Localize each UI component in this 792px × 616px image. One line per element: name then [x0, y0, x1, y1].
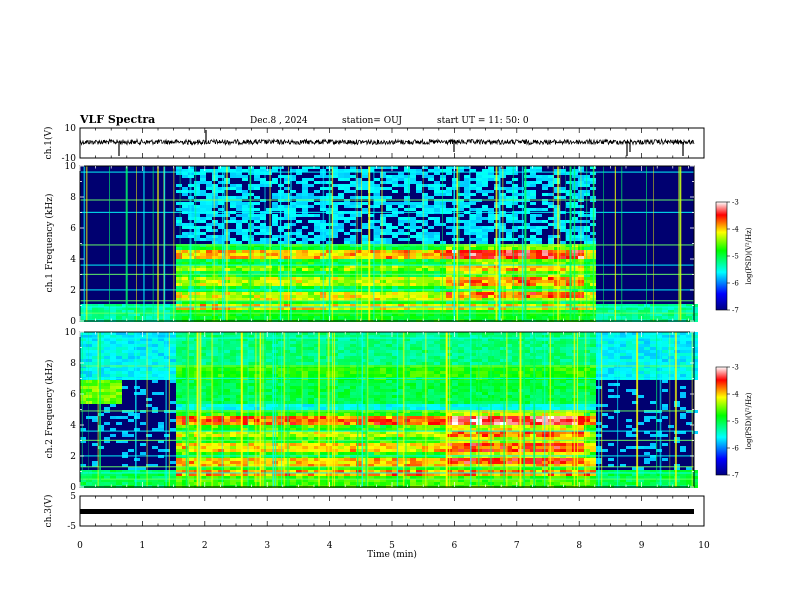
colorbar-tick-label: -3: [732, 364, 739, 372]
frequency-tick-label: 8: [70, 193, 76, 203]
colorbar-tick-label: -5: [732, 253, 739, 261]
ch1-spectrogram-image: [80, 166, 698, 322]
frequency-tick-label: 4: [70, 255, 76, 265]
ch1-waveform-ylabel: ch.1(V): [43, 127, 54, 160]
colorbar-tick-label: -3: [732, 199, 739, 207]
colorbar-tick-label: -7: [732, 472, 739, 480]
time-tick-label: 4: [327, 541, 333, 551]
frequency-tick-label: 6: [70, 390, 76, 400]
frequency-tick-label: 2: [70, 452, 76, 462]
ch3-waveform-ylabel: ch.3(V): [43, 495, 54, 528]
time-tick-label: 3: [264, 541, 270, 551]
ch2-spectrogram-ylabel: ch.2 Frequency (kHz): [44, 360, 55, 459]
frequency-tick-label: 2: [70, 286, 76, 296]
time-tick-label: 9: [639, 541, 645, 551]
ch1-colorbar: [716, 202, 727, 310]
colorbar-tick-label: -4: [732, 391, 739, 399]
ch1-spectrogram-ylabel: ch.1 Frequency (kHz): [44, 194, 55, 293]
time-tick-label: 10: [698, 541, 710, 551]
ch3-ytick-top: 5: [70, 492, 76, 502]
colorbar-tick-label: -5: [732, 418, 739, 426]
ch2-colorbar-ticks: -3 -4 -5 -6 -7: [727, 364, 739, 480]
colorbar-tick-label: -7: [732, 307, 739, 315]
ch3-waveform-trace: [80, 509, 694, 514]
time-tick-label: 8: [576, 541, 582, 551]
header-station: station= OUJ: [342, 116, 402, 126]
ch1-colorbar-ticks: -3 -4 -5 -6 -7: [727, 199, 739, 315]
ch1-ytick-top: 10: [65, 124, 77, 134]
colorbar-tick-label: -6: [732, 445, 739, 453]
ch2-colorbar: [716, 367, 727, 475]
frequency-tick-label: 10: [65, 328, 77, 338]
ch3-ytick-bottom: -5: [67, 522, 76, 532]
time-tick-label: 1: [140, 541, 146, 551]
colorbar-tick-label: -6: [732, 280, 739, 288]
time-axis-label: Time (min): [367, 549, 417, 560]
time-tick-label: 7: [514, 541, 520, 551]
colorbar-tick-label: -4: [732, 226, 739, 234]
frequency-tick-label: 6: [70, 224, 76, 234]
frequency-tick-label: 4: [70, 421, 76, 431]
time-tick-label: 6: [452, 541, 458, 551]
ch1-colorbar-label: log(PSD)(V²/Hz): [745, 227, 753, 284]
figure-title: VLF Spectra: [79, 113, 155, 126]
time-tick-label: 0: [77, 541, 83, 551]
time-tick-label: 2: [202, 541, 208, 551]
header-date: Dec.8 , 2024: [250, 116, 308, 126]
frequency-tick-label: 10: [65, 162, 77, 172]
ch2-spectrogram-image: [80, 332, 698, 488]
frequency-tick-label: 0: [70, 317, 76, 327]
ch2-colorbar-label: log(PSD)(V²/Hz): [745, 392, 753, 449]
frequency-tick-label: 8: [70, 359, 76, 369]
header-start-ut: start UT = 11: 50: 0: [437, 116, 529, 126]
